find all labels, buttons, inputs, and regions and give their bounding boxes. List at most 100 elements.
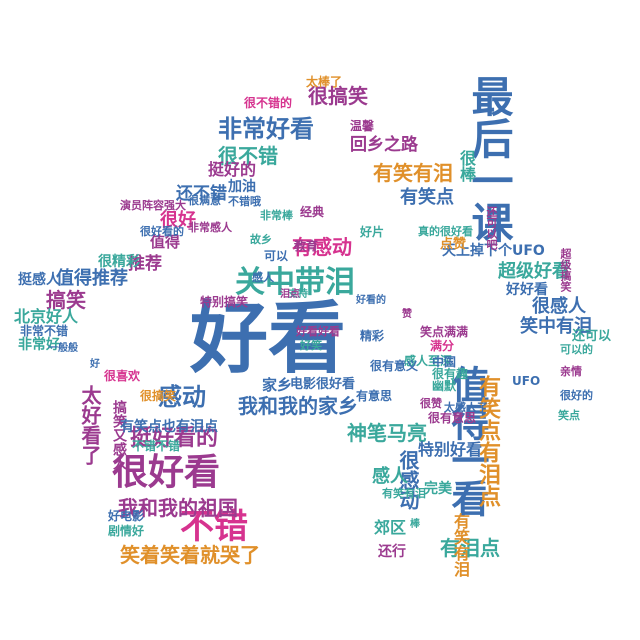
cloud-word: 搞笑 xyxy=(46,288,86,312)
cloud-word: 经典 xyxy=(300,205,325,219)
cloud-word: 支持 xyxy=(288,289,308,300)
cloud-word: 超级好看 xyxy=(498,261,570,282)
cloud-word: 电影很好看 xyxy=(290,377,356,392)
cloud-word: 剧情好 xyxy=(108,524,145,538)
cloud-word: 很好的 xyxy=(560,389,593,402)
cloud-word: 太感人了 xyxy=(444,401,488,414)
cloud-word: 赞 xyxy=(402,309,412,320)
cloud-word: 很搞笑 xyxy=(308,84,368,108)
cloud-word: 我和我的家乡 xyxy=(238,394,358,418)
cloud-word: 有意思 xyxy=(356,389,393,403)
cloud-word: 好电影 xyxy=(108,509,145,523)
cloud-word: 亲情 xyxy=(560,365,582,378)
cloud-word: 精彩 xyxy=(360,329,385,343)
cloud-word: 好看 xyxy=(190,294,347,384)
cloud-word: 有笑有泪 xyxy=(382,487,426,500)
cloud-word: 好好看 xyxy=(506,282,548,298)
cloud-word: 值得一看 xyxy=(445,365,489,517)
cloud-word: 点赞 xyxy=(440,237,467,252)
cloud-word: 故乡 xyxy=(250,233,272,246)
cloud-word: 值得 xyxy=(150,233,181,251)
cloud-word: 非常感人 xyxy=(188,221,232,234)
cloud-word: 不错不错 xyxy=(132,439,181,453)
cloud-word: 泪点 xyxy=(280,289,300,300)
cloud-word: 特别好看 xyxy=(418,440,483,459)
cloud-word: 很有意义 xyxy=(370,359,419,373)
cloud-word: 好 xyxy=(90,359,100,370)
cloud-word: 很棒 xyxy=(457,150,476,182)
cloud-word: 有笑有泪 xyxy=(373,161,453,185)
cloud-word: 有笑点有泪点 xyxy=(475,375,500,507)
cloud-word: 加油 xyxy=(228,179,256,195)
cloud-word: 幽默 xyxy=(432,379,457,393)
cloud-word: 好看的 xyxy=(356,295,386,306)
cloud-word: 感动 xyxy=(158,383,206,411)
cloud-word: 郊区 xyxy=(374,518,407,537)
cloud-word: 还可以 xyxy=(572,329,612,344)
cloud-word: 很好看的 xyxy=(140,225,184,238)
cloud-word: 值得推荐 xyxy=(56,268,128,289)
cloud-word: 很有意思 xyxy=(428,411,477,425)
cloud-word: 棒 xyxy=(410,519,420,530)
cloud-word: 有笑点也有泪点 xyxy=(120,419,218,435)
cloud-word: 神笔马亮 xyxy=(347,421,427,445)
cloud-word: 挺感人 xyxy=(18,272,60,288)
cloud-word: 很精彩 xyxy=(98,254,140,270)
cloud-word: 很赞 xyxy=(420,397,442,410)
cloud-word: 有笑点 xyxy=(400,187,454,208)
cloud-word: 还行 xyxy=(378,544,406,560)
cloud-word: 感人至深 xyxy=(404,354,453,368)
cloud-word: 感人 xyxy=(372,466,408,487)
cloud-word: 特别搞笑 xyxy=(200,295,249,309)
cloud-word: 有感动 xyxy=(292,235,352,259)
cloud-word: 好片 xyxy=(360,225,385,239)
cloud-word: UFO xyxy=(512,374,541,388)
cloud-word: 中国 xyxy=(432,355,457,369)
cloud-word: 很有趣 xyxy=(432,367,469,381)
cloud-word: 很不错的 xyxy=(244,96,293,110)
cloud-word: 超级搞笑 xyxy=(559,248,572,292)
cloud-word: 笑点满满 xyxy=(420,325,469,339)
cloud-word: 关中带泪 xyxy=(235,265,355,300)
cloud-word: 不错哦 xyxy=(228,195,261,208)
cloud-word: 演员阵容强大 xyxy=(120,199,186,212)
cloud-word: 非常好 xyxy=(18,337,60,353)
cloud-word: 非常好看 xyxy=(218,115,314,143)
cloud-word: 家乡 xyxy=(262,376,293,394)
cloud-word: 笑中有泪 xyxy=(520,316,592,337)
cloud-word: 可以 xyxy=(264,249,289,263)
cloud-word: 感人 xyxy=(252,271,274,284)
cloud-word: 搞笑又感人 xyxy=(111,400,127,470)
cloud-word: 可以的 xyxy=(560,343,593,356)
cloud-word: 北京好人 xyxy=(14,307,79,326)
cloud-word: 挺好看的 xyxy=(130,426,219,451)
cloud-word: 挺好的 xyxy=(208,160,257,179)
cloud-word: 有泪点 xyxy=(440,536,500,560)
cloud-word: 非常不错 xyxy=(20,324,69,338)
cloud-word: 很好看 xyxy=(112,452,221,493)
cloud-word: 笑着笑着就哭了 xyxy=(120,543,260,567)
cloud-word: 推荐 xyxy=(128,254,162,274)
cloud-word: 很感动 xyxy=(396,450,420,510)
cloud-word: 我和我的祖国 xyxy=(118,496,238,520)
cloud-word: 好笑 xyxy=(300,339,322,352)
cloud-word: 最后一课 xyxy=(465,75,514,243)
cloud-word: 还不错 xyxy=(176,184,227,204)
cloud-word: 很好 xyxy=(160,210,196,231)
cloud-word: 好看好看 xyxy=(296,325,340,338)
cloud-word: 完美 xyxy=(424,481,452,497)
cloud-word: 满分 xyxy=(430,339,455,353)
cloud-word: 教育 xyxy=(294,239,319,253)
cloud-word: 太棒了 xyxy=(306,75,343,89)
cloud-word: 太好看了 xyxy=(78,385,102,465)
cloud-word: 很感人 xyxy=(532,296,586,317)
cloud-word: 很满意 xyxy=(188,194,221,207)
cloud-word: 回乡之路 xyxy=(350,135,418,155)
cloud-word: 很不错 xyxy=(218,144,278,168)
cloud-word: 有笑有泪 xyxy=(451,513,470,577)
cloud-word: 不错 xyxy=(180,507,248,547)
cloud-word: 温馨 xyxy=(350,119,375,133)
cloud-word: 真的很好看 xyxy=(418,225,473,238)
cloud-word: 笑点 xyxy=(558,409,580,422)
